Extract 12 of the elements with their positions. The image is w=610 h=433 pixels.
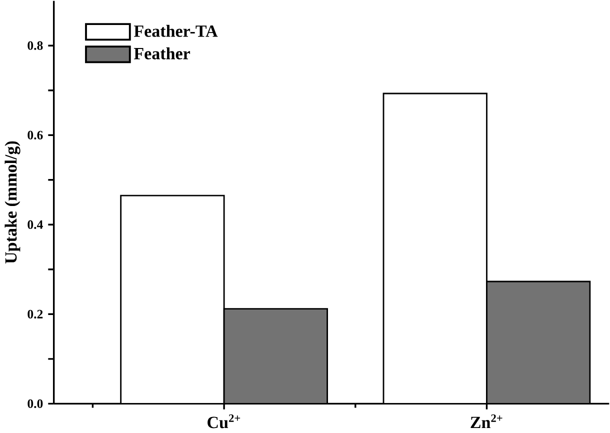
y-tick-label: 0.6 [28, 130, 43, 140]
x-tick-label: Zn$^{2+}$ [470, 414, 502, 428]
y-tick-label: 0.8 [28, 41, 43, 50]
y-axis-title: Uptake (mmol/g) [4, 141, 20, 264]
y-tick-label: 0.0 [28, 399, 43, 408]
legend-label: Feather [134, 47, 190, 60]
legend-label: Feather-TA [134, 24, 218, 37]
bar [223, 308, 328, 404]
x-tick-label: Cu$^{2+}$ [208, 414, 240, 428]
y-tick-label: 0.2 [28, 310, 43, 318]
y-tick-label: 0.4 [28, 220, 43, 229]
bar [486, 280, 591, 404]
